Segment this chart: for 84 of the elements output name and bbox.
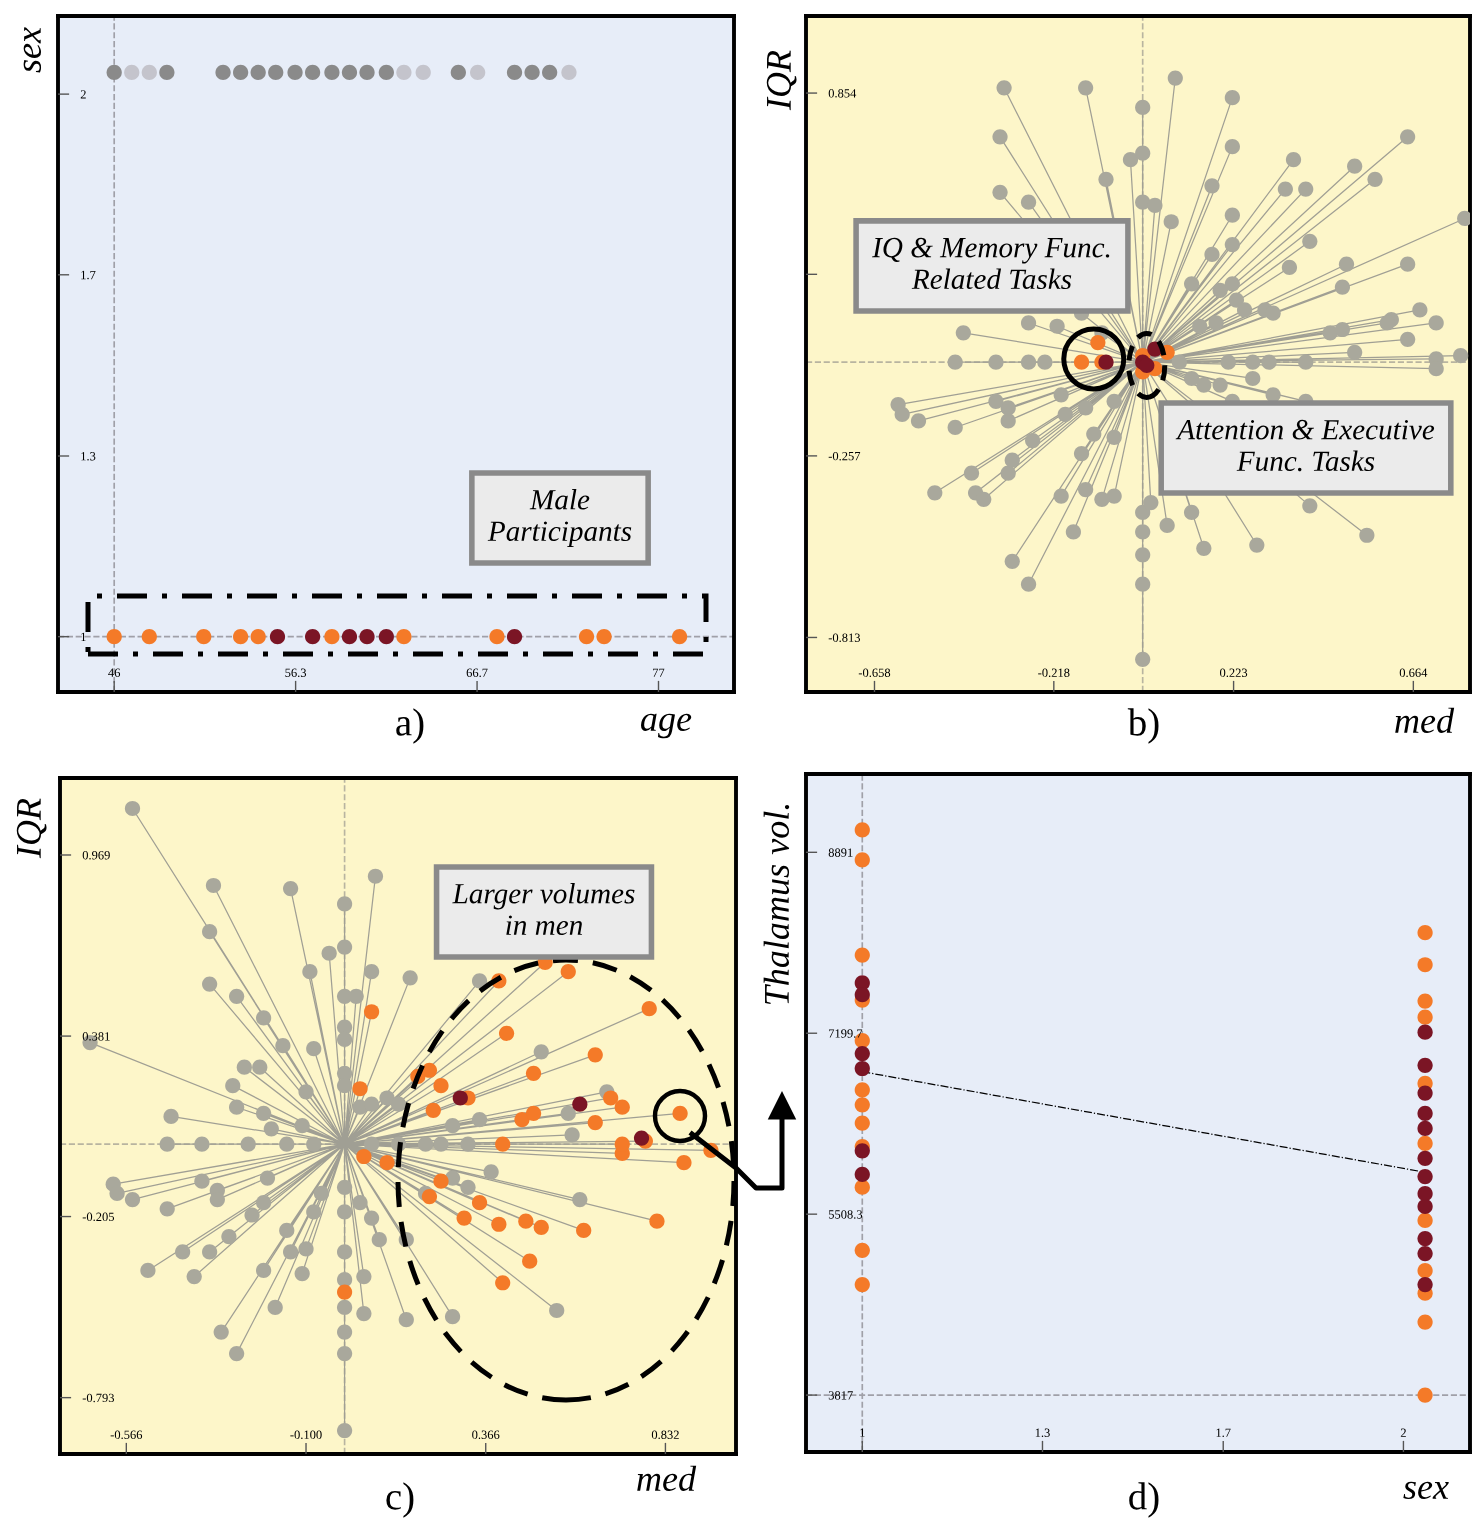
annotation: IQ & Memory Func. Related Tasks xyxy=(872,237,1110,290)
point xyxy=(676,1155,692,1171)
x-axis-title: med xyxy=(637,1465,697,1492)
x-axis-title: age xyxy=(641,713,692,739)
point xyxy=(854,987,870,1003)
point xyxy=(1417,1198,1433,1215)
point xyxy=(1417,993,1433,1009)
point xyxy=(854,1179,870,1195)
text: c) xyxy=(386,1482,414,1518)
point xyxy=(495,1275,511,1291)
point xyxy=(1417,1245,1433,1262)
point xyxy=(1417,1150,1433,1166)
point xyxy=(1417,1024,1433,1040)
point xyxy=(1417,1387,1433,1403)
point xyxy=(572,1096,588,1112)
point xyxy=(1090,334,1106,351)
point xyxy=(379,1155,395,1171)
point xyxy=(587,1115,603,1131)
text: b) xyxy=(1127,708,1159,744)
x-axis-title: sex xyxy=(1403,1481,1449,1500)
y-axis-title: IQR xyxy=(16,798,47,859)
annotation: Larger volumes in men xyxy=(452,883,635,936)
point xyxy=(425,1102,441,1118)
point xyxy=(525,1105,542,1121)
point xyxy=(456,1210,472,1226)
point xyxy=(649,1213,665,1229)
point xyxy=(1417,1314,1433,1330)
point xyxy=(1417,925,1433,941)
point xyxy=(1417,1168,1433,1185)
point xyxy=(854,1115,870,1131)
point xyxy=(1417,1120,1433,1137)
point xyxy=(1417,1135,1433,1151)
point xyxy=(525,1065,542,1081)
point xyxy=(1417,1085,1433,1101)
point xyxy=(363,1004,380,1020)
point xyxy=(433,1078,449,1094)
point xyxy=(854,1097,870,1113)
y-axis-title: Thalamus vol. xyxy=(763,804,790,1004)
point xyxy=(452,1090,468,1106)
point xyxy=(1417,1105,1433,1122)
point xyxy=(514,1111,530,1128)
point xyxy=(854,1166,870,1183)
text: a) xyxy=(396,708,424,744)
point xyxy=(641,1001,657,1017)
point xyxy=(533,1219,549,1235)
point xyxy=(1417,957,1433,973)
point xyxy=(560,964,576,980)
point xyxy=(336,1284,353,1300)
x-axis-title: med xyxy=(1395,707,1455,734)
point xyxy=(518,1213,534,1229)
point xyxy=(854,1060,870,1077)
point xyxy=(854,1242,870,1258)
point xyxy=(603,1090,619,1106)
point xyxy=(854,1045,870,1062)
point xyxy=(1417,1057,1433,1073)
y-axis-title: IQR xyxy=(766,50,797,111)
point xyxy=(498,1025,515,1041)
point xyxy=(1417,1230,1433,1247)
point xyxy=(352,1081,368,1097)
point xyxy=(1417,1263,1433,1279)
point xyxy=(854,1082,870,1098)
annotation: Male Participants xyxy=(487,489,632,547)
point xyxy=(854,947,870,963)
point xyxy=(471,1195,488,1211)
point xyxy=(854,822,870,838)
y-axis-title: sex xyxy=(23,27,42,73)
point xyxy=(576,1222,592,1239)
point xyxy=(1417,1212,1433,1229)
point xyxy=(1073,354,1090,370)
point xyxy=(854,1276,870,1293)
point xyxy=(491,1216,507,1232)
point xyxy=(854,852,870,868)
point xyxy=(1417,1009,1433,1025)
point xyxy=(1417,1276,1433,1293)
point xyxy=(495,1136,511,1152)
point xyxy=(433,1173,449,1189)
point xyxy=(421,1062,438,1078)
point xyxy=(522,1253,538,1269)
annotation: Attention & Executive Func. Tasks xyxy=(1175,419,1435,472)
text: d) xyxy=(1129,1482,1159,1518)
point xyxy=(587,1047,603,1063)
point xyxy=(356,1148,372,1165)
point xyxy=(614,1099,630,1115)
point xyxy=(1417,1186,1433,1202)
